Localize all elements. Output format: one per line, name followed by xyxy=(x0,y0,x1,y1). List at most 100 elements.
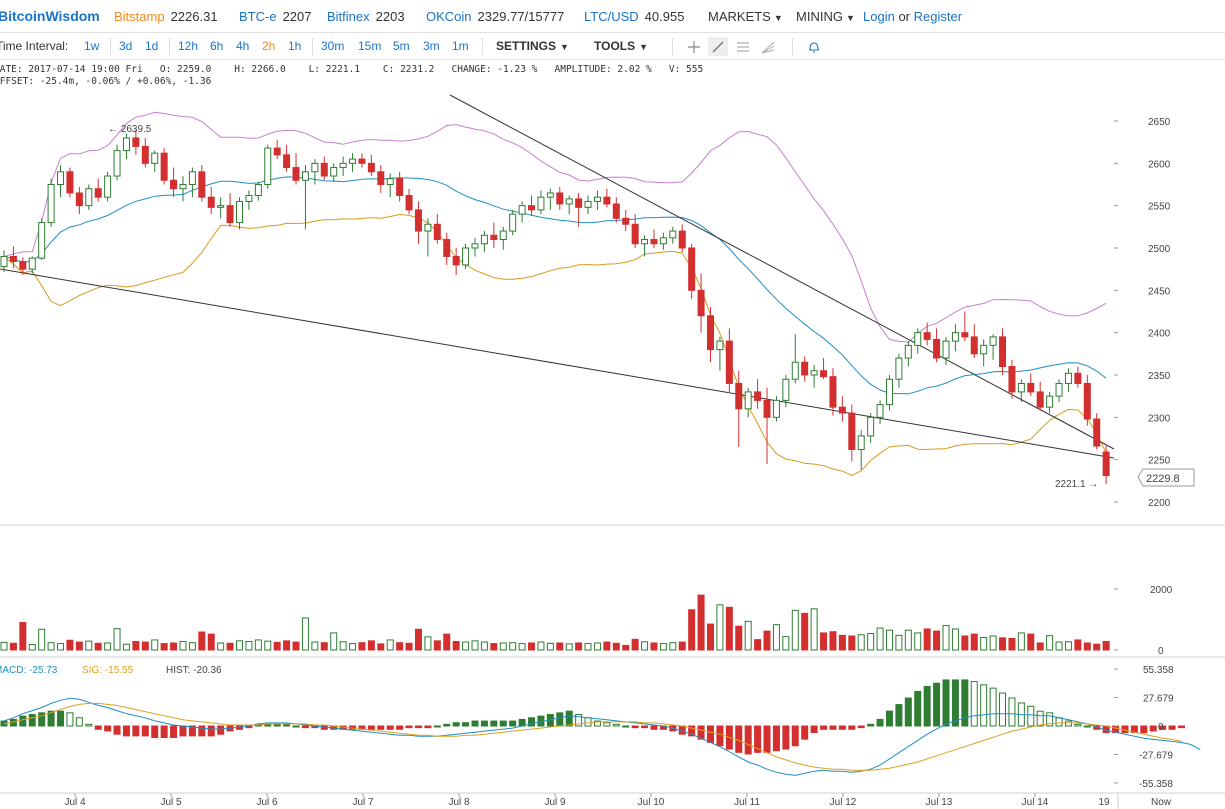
volume-bar[interactable] xyxy=(518,643,526,651)
candle[interactable] xyxy=(688,247,696,291)
ticker-bitstamp[interactable]: Bitstamp 2226.31 xyxy=(114,9,218,24)
candle[interactable] xyxy=(707,315,714,351)
ticker-ltcusd[interactable]: LTC/USD 40.955 xyxy=(584,9,684,24)
candle[interactable] xyxy=(66,171,74,194)
volume-bar[interactable] xyxy=(452,640,460,651)
volume-bar[interactable] xyxy=(226,642,234,651)
candle[interactable] xyxy=(782,378,790,401)
volume-bar[interactable] xyxy=(160,643,168,651)
volume-bar[interactable] xyxy=(85,640,93,651)
volume-bar[interactable] xyxy=(970,633,978,651)
line-icon[interactable] xyxy=(708,37,728,56)
candle[interactable] xyxy=(528,205,536,211)
volume-bar[interactable] xyxy=(904,629,912,651)
volume-bar[interactable] xyxy=(669,642,677,651)
volume-bar[interactable] xyxy=(301,617,309,651)
candle[interactable] xyxy=(857,435,865,450)
tools-menu[interactable]: TOOLS ▼ xyxy=(594,39,648,53)
volume-bar[interactable] xyxy=(961,635,969,651)
volume-bar[interactable] xyxy=(349,643,357,651)
volume-bar[interactable] xyxy=(754,639,762,651)
candle[interactable] xyxy=(650,239,658,245)
volume-bar[interactable] xyxy=(980,636,988,651)
interval-30m[interactable]: 30m xyxy=(321,39,345,53)
candle[interactable] xyxy=(999,336,1007,368)
candle[interactable] xyxy=(38,222,46,259)
candle[interactable] xyxy=(942,340,950,359)
volume-bar[interactable] xyxy=(179,640,187,651)
trend-line-upper[interactable] xyxy=(449,94,1115,450)
candle[interactable] xyxy=(480,234,488,245)
volume-bar[interactable] xyxy=(622,644,630,651)
candle[interactable] xyxy=(254,183,262,197)
candle[interactable] xyxy=(179,183,187,190)
candle[interactable] xyxy=(933,338,941,359)
trend-line-lower[interactable] xyxy=(0,268,1115,459)
ticker-btce[interactable]: BTC-e 2207 xyxy=(239,9,311,24)
volume-bar[interactable] xyxy=(603,641,611,651)
interval-1w[interactable]: 1w xyxy=(84,39,100,53)
volume-bar[interactable] xyxy=(386,639,394,651)
candle[interactable] xyxy=(744,391,752,410)
volume-bar[interactable] xyxy=(499,642,507,651)
volume-bar[interactable] xyxy=(923,628,931,651)
candle[interactable] xyxy=(57,171,65,185)
candle[interactable] xyxy=(1017,382,1025,393)
volume-bar[interactable] xyxy=(1074,639,1082,651)
volume-bar[interactable] xyxy=(697,594,705,651)
volume-bar[interactable] xyxy=(377,643,385,651)
mining-menu[interactable]: MINING ▼ xyxy=(796,9,855,24)
volume-bar[interactable] xyxy=(546,642,554,651)
candle[interactable] xyxy=(236,200,243,224)
candle[interactable] xyxy=(593,196,601,202)
candle[interactable] xyxy=(923,332,931,340)
volume-bar[interactable] xyxy=(1064,641,1072,651)
volume-bar[interactable] xyxy=(650,642,658,651)
candle[interactable] xyxy=(367,162,375,173)
volume-bar[interactable] xyxy=(867,633,875,651)
candle[interactable] xyxy=(1093,418,1101,447)
candle[interactable] xyxy=(264,147,272,185)
candle[interactable] xyxy=(989,336,997,346)
candle[interactable] xyxy=(170,179,178,190)
volume-bar[interactable] xyxy=(414,628,422,651)
candle[interactable] xyxy=(1083,382,1091,420)
volume-bar[interactable] xyxy=(857,634,865,651)
volume-bar[interactable] xyxy=(885,629,893,651)
candle[interactable] xyxy=(198,171,206,198)
volume-bar[interactable] xyxy=(47,642,55,651)
volume-bar[interactable] xyxy=(1083,642,1091,651)
volume-bar[interactable] xyxy=(292,641,300,651)
markets-menu[interactable]: MARKETS ▼ xyxy=(708,9,783,24)
ticker-okcoin[interactable]: OKCoin 2329.77/15777 xyxy=(426,9,564,24)
volume-bar[interactable] xyxy=(19,622,27,651)
candle[interactable] xyxy=(537,196,545,211)
volume-bar[interactable] xyxy=(188,642,196,651)
candle[interactable] xyxy=(603,196,611,205)
candle[interactable] xyxy=(217,205,225,208)
candle[interactable] xyxy=(961,332,969,338)
volume-bar[interactable] xyxy=(1102,640,1110,651)
candle[interactable] xyxy=(358,158,366,164)
volume-bar[interactable] xyxy=(433,640,441,651)
candle[interactable] xyxy=(311,162,319,173)
volume-bar[interactable] xyxy=(509,642,517,651)
login-link[interactable]: Login xyxy=(863,9,895,24)
candle[interactable] xyxy=(28,257,36,270)
candle[interactable] xyxy=(424,223,432,232)
candle[interactable] xyxy=(490,234,498,241)
candle[interactable] xyxy=(320,162,328,177)
volume-bar[interactable] xyxy=(405,642,413,651)
interval-1d[interactable]: 1d xyxy=(145,39,159,53)
candle[interactable] xyxy=(678,230,686,249)
volume-bar[interactable] xyxy=(556,642,564,651)
candle[interactable] xyxy=(556,192,564,205)
volume-bar[interactable] xyxy=(942,625,950,651)
volume-bar[interactable] xyxy=(999,637,1007,651)
volume-bar[interactable] xyxy=(132,640,140,651)
candle[interactable] xyxy=(659,237,667,245)
volume-bar[interactable] xyxy=(876,627,884,651)
candle[interactable] xyxy=(245,195,253,202)
volume-bar[interactable] xyxy=(198,631,206,651)
volume-bar[interactable] xyxy=(1036,642,1044,651)
